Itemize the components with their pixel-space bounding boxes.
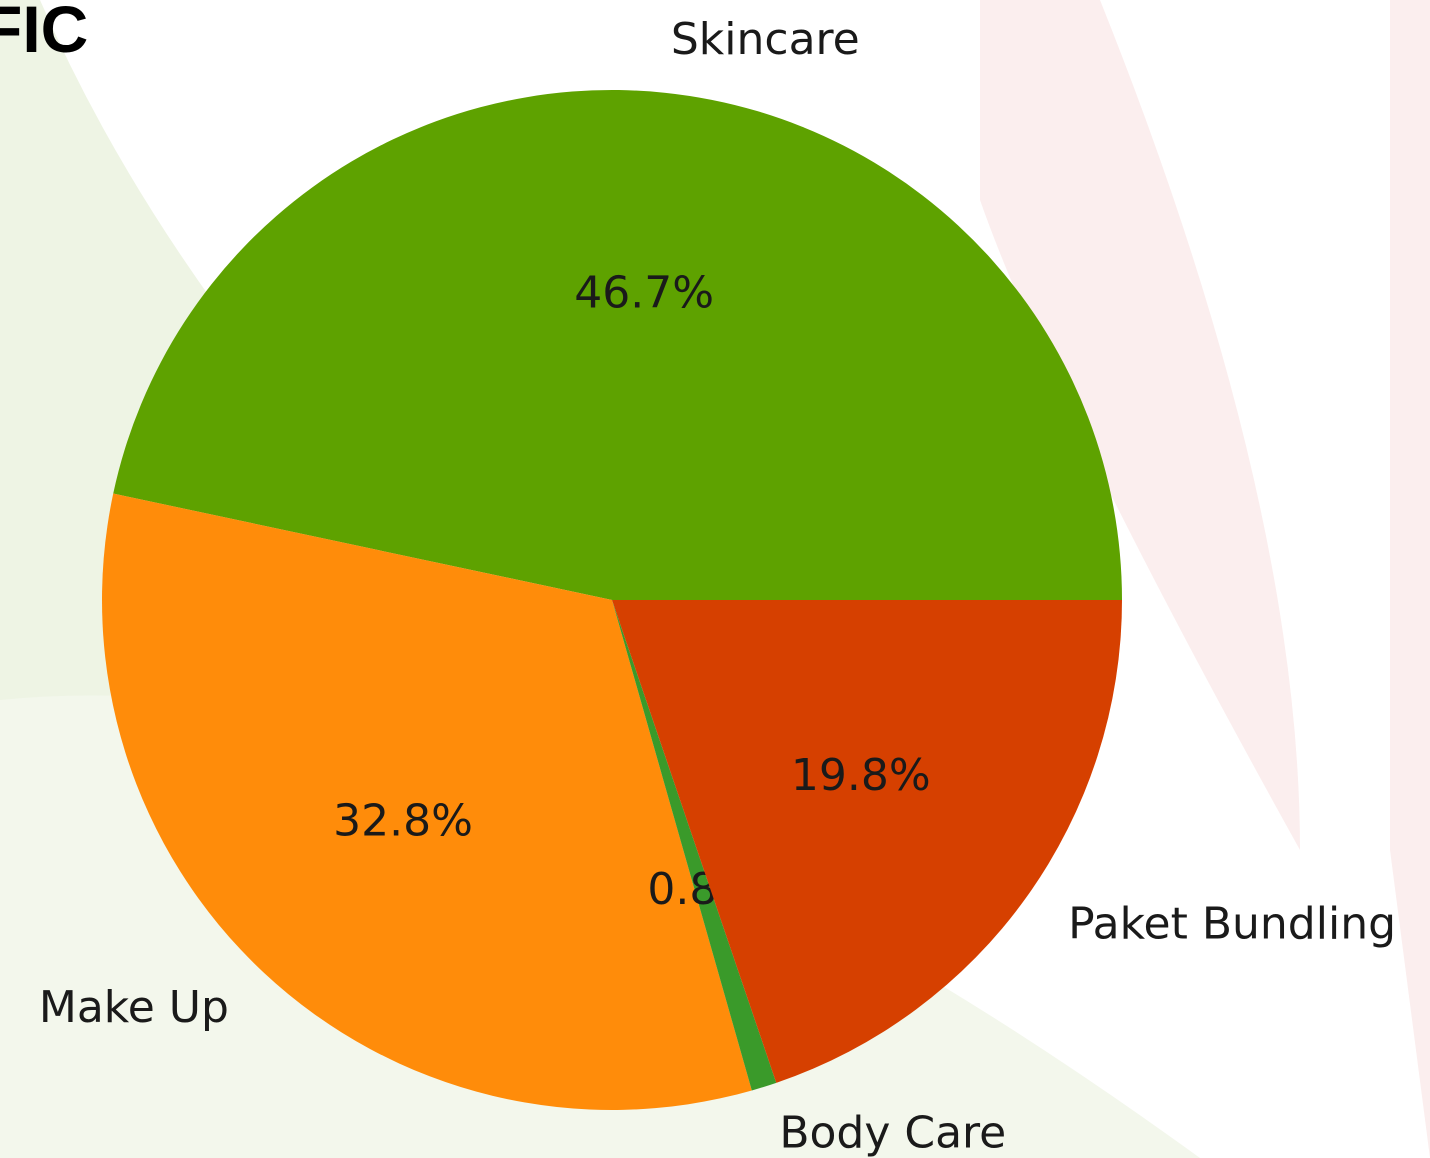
- percent-label: 32.8%: [333, 796, 473, 847]
- pie-slice: [612, 600, 1122, 1083]
- pie-slice: [612, 600, 777, 1091]
- pie-slice: [113, 90, 1122, 600]
- leaf-pink-2: [1390, 0, 1430, 1158]
- slice-label: Paket Bundling: [1068, 899, 1396, 950]
- percent-label: 46.7%: [574, 268, 714, 319]
- slice-label: Skincare: [671, 14, 860, 65]
- slice-label: Make Up: [39, 982, 229, 1033]
- page-heading: FIC: [0, 0, 88, 66]
- percent-label: 19.8%: [791, 750, 931, 801]
- leaf-pink: [980, 0, 1300, 850]
- pie-slice: [101, 493, 752, 1110]
- slice-label: Body Care: [779, 1107, 1006, 1158]
